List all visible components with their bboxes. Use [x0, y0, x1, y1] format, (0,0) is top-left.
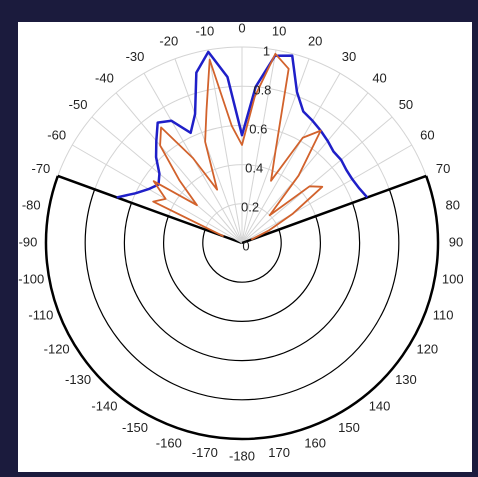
theta-tick-label: -170 [192, 445, 218, 460]
theta-tick-label: -140 [91, 398, 117, 413]
theta-tick-label: -100 [18, 272, 44, 287]
theta-tick-label: -180 [229, 448, 255, 463]
theta-tick-label: 70 [436, 161, 450, 176]
theta-tick-label: -110 [28, 308, 53, 323]
theta-tick-label: -130 [65, 372, 91, 387]
theta-tick-label: -160 [156, 436, 182, 451]
theta-tick-label: 140 [369, 398, 391, 413]
r-tick-label: 0.8 [253, 82, 271, 97]
r-tick-label: 1 [263, 44, 270, 59]
theta-tick-label: 150 [338, 420, 360, 435]
theta-tick-label: 160 [304, 436, 326, 451]
theta-tick-label: 90 [449, 234, 463, 249]
theta-tick-label: -50 [69, 97, 88, 112]
theta-tick-label: 170 [268, 445, 290, 460]
page: {"chart_data": { "type": "polar", "theta… [0, 0, 478, 477]
theta-tick-label: 10 [272, 24, 286, 39]
chart: -180-170-160-150-140-130-120-110-100-90-… [0, 0, 478, 477]
r-tick-label: 0.4 [245, 160, 263, 175]
theta-tick-label: -150 [122, 420, 148, 435]
theta-tick-label: 100 [442, 272, 464, 287]
r-tick-label: 0.2 [241, 199, 259, 214]
theta-tick-label: 130 [395, 372, 417, 387]
theta-tick-label: 60 [420, 127, 434, 142]
r-tick-label: 0 [242, 238, 249, 253]
theta-tick-label: -80 [22, 197, 41, 212]
theta-tick-label: -10 [195, 24, 214, 39]
theta-tick-label: -90 [19, 234, 38, 249]
theta-tick-label: 80 [446, 197, 460, 212]
theta-tick-label: -120 [44, 341, 70, 356]
theta-tick-label: 40 [372, 71, 386, 86]
theta-tick-label: 20 [308, 33, 322, 48]
theta-tick-label: 0 [238, 20, 245, 35]
r-tick-label: 0.6 [249, 121, 267, 136]
theta-tick-label: 120 [416, 341, 438, 356]
theta-tick-label: -30 [126, 49, 145, 64]
theta-tick-label: -40 [95, 71, 114, 86]
theta-tick-label: 50 [399, 97, 413, 112]
theta-tick-label: 110 [433, 308, 454, 323]
theta-tick-label: -60 [47, 127, 66, 142]
theta-tick-label: 30 [342, 49, 356, 64]
theta-tick-label: -70 [32, 161, 51, 176]
theta-tick-label: -20 [159, 33, 178, 48]
